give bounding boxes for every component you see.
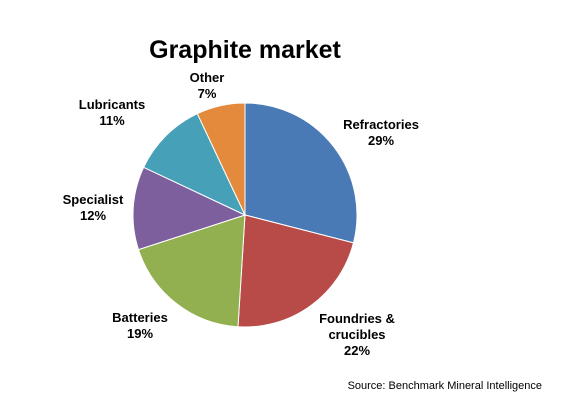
pie-slice xyxy=(244,102,358,244)
pie-slice xyxy=(196,102,246,216)
chart-title: Graphite market xyxy=(149,36,341,64)
category-label: Foundries & crucibles xyxy=(319,311,395,342)
slice-label: Foundries & crucibles 22% xyxy=(307,311,407,359)
category-label: Lubricants xyxy=(78,97,146,112)
slice-label: Refractories 29% xyxy=(331,117,431,149)
pie-slice xyxy=(137,214,246,328)
value-label: 19% xyxy=(126,326,154,341)
category-label: Other xyxy=(189,70,225,85)
value-label: 29% xyxy=(367,133,395,148)
slice-label: Other 7% xyxy=(157,70,257,102)
pie-slice xyxy=(237,214,355,328)
slice-label: Lubricants 11% xyxy=(62,97,162,129)
pie-slice xyxy=(132,166,247,251)
value-label: 11% xyxy=(99,113,125,128)
value-label: 12% xyxy=(79,208,107,223)
value-label: 22% xyxy=(343,343,371,358)
source-note: Source: Benchmark Mineral Intelligence xyxy=(347,380,542,392)
pie-slice xyxy=(142,112,247,217)
value-label: 7% xyxy=(197,86,217,101)
category-label: Batteries xyxy=(112,310,168,325)
category-label: Specialist xyxy=(62,192,124,207)
slice-label: Batteries 19% xyxy=(90,310,190,342)
category-label: Refractories xyxy=(343,117,419,132)
slice-label: Specialist 12% xyxy=(43,192,143,224)
